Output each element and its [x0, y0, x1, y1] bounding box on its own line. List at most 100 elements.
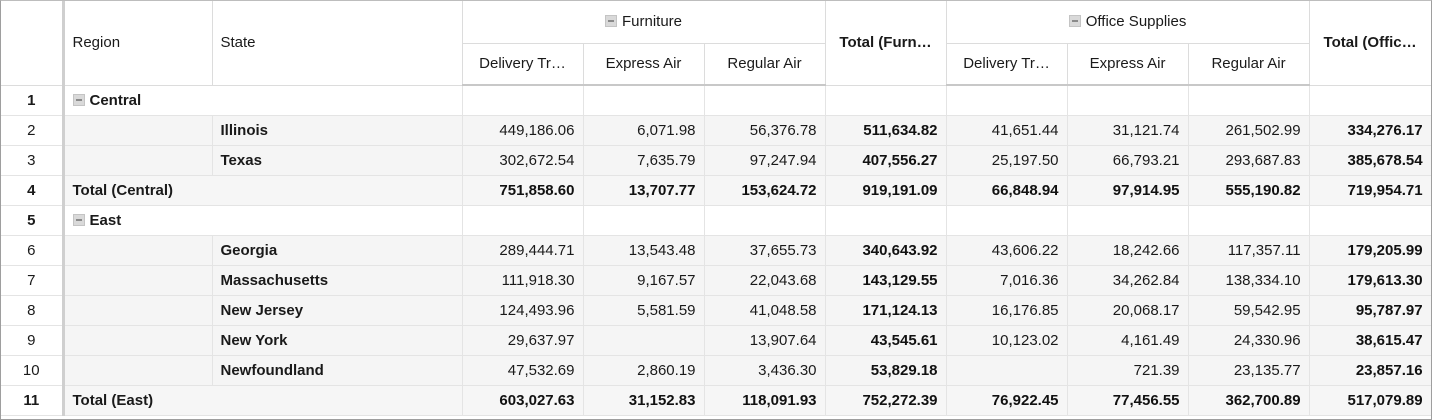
- empty-cell[interactable]: [1067, 85, 1189, 116]
- value-cell[interactable]: 752,272.39: [825, 385, 947, 416]
- value-cell[interactable]: 124,493.96: [462, 295, 584, 326]
- state-column-header[interactable]: State: [212, 1, 463, 86]
- collapse-icon[interactable]: [605, 15, 617, 28]
- furniture-regular-air-header[interactable]: Regular Air: [704, 43, 826, 86]
- value-cell[interactable]: 517,079.89: [1309, 385, 1431, 416]
- total-label-cell[interactable]: Total (Central): [63, 175, 463, 206]
- value-cell[interactable]: 6,071.98: [583, 115, 705, 146]
- value-cell[interactable]: 3,436.30: [704, 355, 826, 386]
- value-cell[interactable]: 118,091.93: [704, 385, 826, 416]
- value-cell[interactable]: 117,357.11: [1188, 235, 1310, 266]
- subtotal-value-cell[interactable]: 407,556.27: [825, 145, 947, 176]
- collapse-icon[interactable]: [1068, 15, 1081, 28]
- value-cell[interactable]: 41,048.58: [704, 295, 826, 326]
- subtotal-value-cell[interactable]: 334,276.17: [1309, 115, 1431, 146]
- value-cell[interactable]: 111,918.30: [462, 265, 584, 296]
- empty-cell[interactable]: [704, 205, 826, 236]
- group-row[interactable]: 5 East: [1, 205, 1431, 236]
- value-cell[interactable]: 555,190.82: [1188, 175, 1310, 206]
- value-cell[interactable]: 31,152.83: [583, 385, 705, 416]
- furniture-group-header[interactable]: Furniture: [462, 1, 826, 44]
- value-cell[interactable]: 66,793.21: [1067, 145, 1189, 176]
- value-cell[interactable]: 13,543.48: [583, 235, 705, 266]
- state-cell[interactable]: New Jersey: [212, 295, 463, 326]
- empty-cell[interactable]: [946, 205, 1068, 236]
- region-cell[interactable]: [63, 145, 213, 176]
- value-cell[interactable]: 603,027.63: [462, 385, 584, 416]
- value-cell[interactable]: 289,444.71: [462, 235, 584, 266]
- value-cell[interactable]: 24,330.96: [1188, 325, 1310, 356]
- region-cell[interactable]: [63, 295, 213, 326]
- furniture-express-air-header[interactable]: Express Air: [583, 43, 705, 86]
- region-cell[interactable]: [63, 325, 213, 356]
- subtotal-value-cell[interactable]: 179,205.99: [1309, 235, 1431, 266]
- value-cell[interactable]: 43,606.22: [946, 235, 1068, 266]
- value-cell[interactable]: 34,262.84: [1067, 265, 1189, 296]
- subtotal-value-cell[interactable]: 43,545.61: [825, 325, 947, 356]
- total-furniture-header[interactable]: Total (Furn…: [825, 1, 947, 86]
- state-cell[interactable]: New York: [212, 325, 463, 356]
- value-cell[interactable]: 362,700.89: [1188, 385, 1310, 416]
- state-cell[interactable]: Illinois: [212, 115, 463, 146]
- value-cell[interactable]: 16,176.85: [946, 295, 1068, 326]
- table-row[interactable]: 10 Newfoundland 47,532.69 2,860.19 3,436.30 5…: [1, 355, 1431, 386]
- value-cell[interactable]: 261,502.99: [1188, 115, 1310, 146]
- office-supplies-group-header[interactable]: Office Supplies: [946, 1, 1310, 44]
- state-cell[interactable]: Texas: [212, 145, 463, 176]
- region-cell[interactable]: [63, 265, 213, 296]
- value-cell[interactable]: 138,334.10: [1188, 265, 1310, 296]
- value-cell[interactable]: 5,581.59: [583, 295, 705, 326]
- region-cell[interactable]: [63, 115, 213, 146]
- region-group-cell[interactable]: Central: [63, 85, 463, 116]
- value-cell[interactable]: 76,922.45: [946, 385, 1068, 416]
- total-row[interactable]: 4 Total (Central) 751,858.60 13,707.77 153,6…: [1, 175, 1431, 206]
- empty-cell[interactable]: [462, 205, 584, 236]
- subtotal-value-cell[interactable]: 385,678.54: [1309, 145, 1431, 176]
- empty-cell[interactable]: [704, 85, 826, 116]
- empty-cell[interactable]: [1067, 205, 1189, 236]
- value-cell[interactable]: 22,043.68: [704, 265, 826, 296]
- subtotal-value-cell[interactable]: 171,124.13: [825, 295, 947, 326]
- group-row[interactable]: 1 Central: [1, 85, 1431, 116]
- subtotal-value-cell[interactable]: 53,829.18: [825, 355, 947, 386]
- value-cell[interactable]: 751,858.60: [462, 175, 584, 206]
- value-cell[interactable]: 37,655.73: [704, 235, 826, 266]
- value-cell[interactable]: 31,121.74: [1067, 115, 1189, 146]
- empty-cell[interactable]: [946, 85, 1068, 116]
- region-column-header[interactable]: Region: [63, 1, 213, 86]
- value-cell[interactable]: 25,197.50: [946, 145, 1068, 176]
- value-cell[interactable]: 18,242.66: [1067, 235, 1189, 266]
- region-cell[interactable]: [63, 235, 213, 266]
- value-cell[interactable]: 10,123.02: [946, 325, 1068, 356]
- subtotal-value-cell[interactable]: 95,787.97: [1309, 295, 1431, 326]
- value-cell[interactable]: 23,135.77: [1188, 355, 1310, 386]
- table-row[interactable]: 7 Massachusetts 111,918.30 9,167.57 22,043.6…: [1, 265, 1431, 296]
- value-cell[interactable]: 97,247.94: [704, 145, 826, 176]
- value-cell[interactable]: 59,542.95: [1188, 295, 1310, 326]
- total-office-supplies-header[interactable]: Total (Offic…: [1309, 1, 1431, 86]
- table-row[interactable]: 3 Texas 302,672.54 7,635.79 97,247.94 407,556…: [1, 145, 1431, 176]
- empty-cell[interactable]: [825, 205, 947, 236]
- value-cell[interactable]: [946, 355, 1068, 386]
- table-row[interactable]: 8 New Jersey 124,493.96 5,581.59 41,048.58 17…: [1, 295, 1431, 326]
- subtotal-value-cell[interactable]: 340,643.92: [825, 235, 947, 266]
- subtotal-value-cell[interactable]: 143,129.55: [825, 265, 947, 296]
- office-regular-air-header[interactable]: Regular Air: [1188, 43, 1310, 86]
- value-cell[interactable]: 47,532.69: [462, 355, 584, 386]
- table-row[interactable]: 9 New York 29,637.97 13,907.64 43,545.61 10,1…: [1, 325, 1431, 356]
- value-cell[interactable]: 56,376.78: [704, 115, 826, 146]
- total-row[interactable]: 11 Total (East) 603,027.63 31,152.83 118,091…: [1, 385, 1431, 416]
- empty-cell[interactable]: [1309, 205, 1431, 236]
- region-group-cell[interactable]: East: [63, 205, 463, 236]
- value-cell[interactable]: 153,624.72: [704, 175, 826, 206]
- value-cell[interactable]: 919,191.09: [825, 175, 947, 206]
- empty-cell[interactable]: [825, 85, 947, 116]
- value-cell[interactable]: 302,672.54: [462, 145, 584, 176]
- value-cell[interactable]: 9,167.57: [583, 265, 705, 296]
- value-cell[interactable]: 7,016.36: [946, 265, 1068, 296]
- furniture-delivery-truck-header[interactable]: Delivery Tr…: [462, 43, 584, 86]
- value-cell[interactable]: 97,914.95: [1067, 175, 1189, 206]
- total-label-cell[interactable]: Total (East): [63, 385, 463, 416]
- value-cell[interactable]: 449,186.06: [462, 115, 584, 146]
- value-cell[interactable]: 20,068.17: [1067, 295, 1189, 326]
